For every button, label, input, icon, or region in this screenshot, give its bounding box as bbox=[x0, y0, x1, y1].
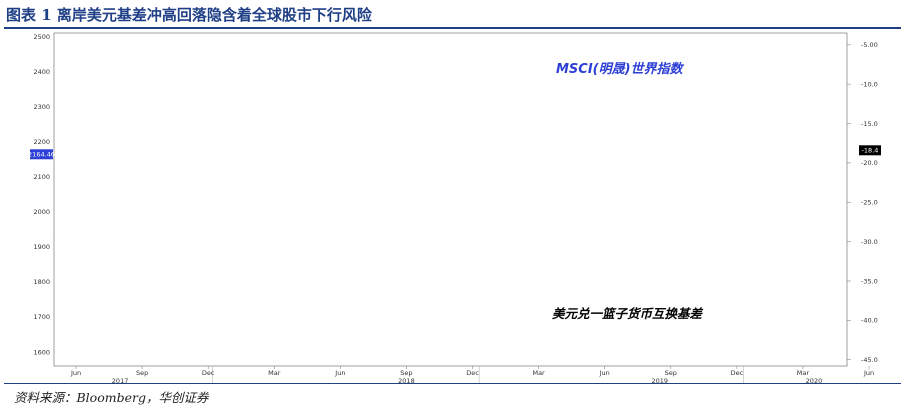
figure-title: 图表 1 离岸美元基差冲高回落隐含着全球股市下行风险 bbox=[6, 6, 372, 24]
x-tick-label: Dec bbox=[202, 369, 215, 377]
last-value-right: -18.4 bbox=[862, 147, 879, 155]
source-rule bbox=[4, 383, 901, 384]
year-label: 2017 bbox=[112, 377, 129, 385]
source-note: 资料来源：Bloomberg，华创证券 bbox=[14, 390, 209, 405]
plot-area bbox=[53, 32, 848, 367]
y-left-tick-label: 2100 bbox=[33, 173, 50, 181]
y-right-tick-label: -40.0 bbox=[861, 317, 878, 325]
x-tick-label: Dec bbox=[466, 369, 479, 377]
year-label: 2019 bbox=[651, 377, 668, 385]
y-right-tick-label: -20.0 bbox=[861, 159, 878, 167]
y-right-tick-label: -5.00 bbox=[861, 41, 878, 49]
x-tick-label: Mar bbox=[532, 369, 545, 377]
y-right-tick-label: -30.0 bbox=[861, 238, 878, 246]
y-left-tick-label: 2400 bbox=[33, 68, 50, 76]
y-right-tick-label: -15.0 bbox=[861, 120, 878, 128]
x-tick-label: Sep bbox=[136, 369, 148, 377]
y-left-tick-label: 2500 bbox=[33, 33, 50, 41]
y-right-tick-label: -25.0 bbox=[861, 199, 878, 207]
x-tick-label: Mar bbox=[268, 369, 281, 377]
y-left-tick-label: 1800 bbox=[33, 278, 50, 286]
y-right-tick-label: -45.0 bbox=[861, 356, 878, 364]
x-tick-label: Jun bbox=[863, 369, 874, 377]
y-left-tick-label: 2000 bbox=[33, 208, 50, 216]
x-tick-label: Jun bbox=[599, 369, 610, 377]
title-rule bbox=[4, 27, 901, 29]
x-tick-label: Jun bbox=[70, 369, 81, 377]
y-right-tick-label: -10.0 bbox=[861, 80, 878, 88]
year-label: 2018 bbox=[398, 377, 415, 385]
tick-labels: 1600 1700 1800 1900 2000 2100 2200 2300 2400 2500… bbox=[28, 33, 881, 385]
x-tick-label: Sep bbox=[665, 369, 677, 377]
last-value-left-badge bbox=[30, 149, 53, 160]
x-tick-label: Sep bbox=[400, 369, 412, 377]
y-left-tick-label: 1700 bbox=[33, 313, 50, 321]
x-tick-label: Mar bbox=[797, 369, 810, 377]
y-left-tick-label: 2300 bbox=[33, 103, 50, 111]
x-tick-label: Dec bbox=[731, 369, 744, 377]
y-right-tick-label: -35.0 bbox=[861, 277, 878, 285]
basis-annotation: 美元兑一篮子货币互换基差 bbox=[552, 306, 704, 321]
last-value-left: 2164.46 bbox=[28, 151, 55, 159]
y-left-tick-label: 1900 bbox=[33, 243, 50, 251]
last-value-right-badge bbox=[859, 145, 881, 156]
year-label: 2020 bbox=[806, 377, 823, 385]
msci-annotation: MSCI(明晟)世界指数 bbox=[556, 61, 685, 77]
y-left-tick-label: 2200 bbox=[33, 138, 50, 146]
axes bbox=[53, 32, 870, 384]
y-left-tick-label: 1600 bbox=[33, 348, 50, 356]
x-tick-label: Jun bbox=[334, 369, 345, 377]
